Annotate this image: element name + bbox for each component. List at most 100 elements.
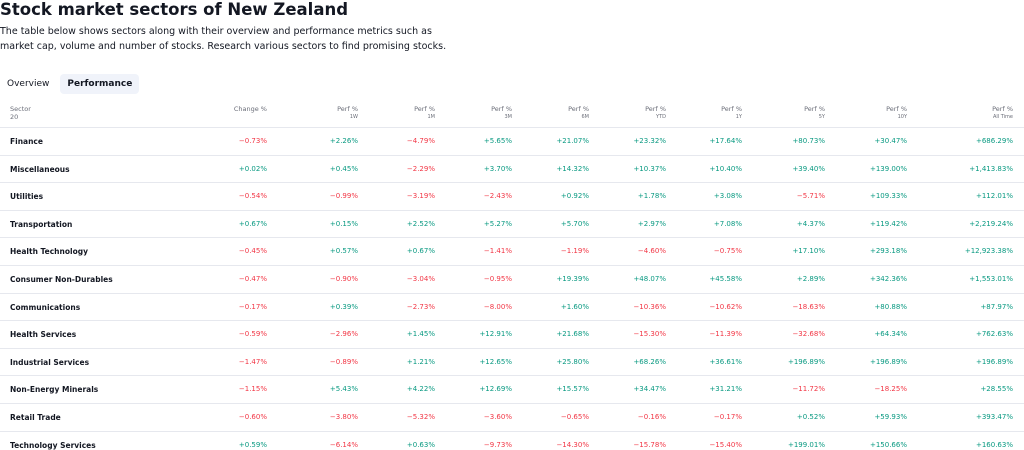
metric-cell: −11.39% <box>709 330 742 339</box>
metric-cell: +1.60% <box>560 302 589 311</box>
metric-cell: +0.52% <box>796 413 825 421</box>
metric-cell: +7.08% <box>713 219 742 228</box>
metric-cell: −4.60% <box>637 247 666 256</box>
metric-cell: +30.47% <box>874 137 907 145</box>
metric-cell: +196.89% <box>975 357 1013 366</box>
row-divider <box>0 127 1024 128</box>
row-divider <box>0 320 1024 322</box>
metric-cell: +686.29% <box>975 137 1013 145</box>
metric-cell: −4.79% <box>406 137 435 145</box>
metric-cell: −1.41% <box>483 247 512 256</box>
row-divider <box>0 182 1024 184</box>
metric-cell: +23.32% <box>633 137 666 145</box>
header-text: Perf % <box>337 105 358 113</box>
row-divider <box>0 265 1024 266</box>
header-text: 3M <box>504 114 513 120</box>
metric-cell: −0.47% <box>238 275 267 283</box>
column-header[interactable]: Perf % 3M <box>491 105 512 121</box>
sector-name[interactable]: Utilities <box>10 192 44 202</box>
metric-cell: +1.45% <box>406 330 435 339</box>
metric-cell: −5.32% <box>406 413 435 421</box>
metric-cell: +45.58% <box>709 275 742 283</box>
metric-cell: −0.89% <box>329 357 358 366</box>
metric-cell: +5.43% <box>329 385 358 394</box>
column-header[interactable]: Perf % 1W <box>337 105 358 121</box>
column-header[interactable]: Perf % 1Y <box>721 105 742 121</box>
metric-cell: +10.40% <box>709 164 742 173</box>
metric-cell: −0.59% <box>238 330 267 339</box>
metric-cell: +14.32% <box>556 164 589 173</box>
metric-cell: −10.36% <box>633 302 666 311</box>
metric-cell: +21.07% <box>556 137 589 145</box>
metric-cell: −18.63% <box>792 302 825 311</box>
row-divider <box>0 430 1024 432</box>
column-header[interactable]: Perf % 1M <box>414 105 435 121</box>
metric-cell: +109.33% <box>869 192 907 201</box>
metric-cell: +0.67% <box>238 219 267 228</box>
metric-cell: +19.39% <box>556 275 589 283</box>
metric-cell: +17.64% <box>709 137 742 145</box>
metric-cell: +393.47% <box>975 413 1013 421</box>
header-text: YTD <box>656 114 666 120</box>
column-header[interactable]: Perf % 5Y <box>804 105 825 121</box>
sector-name[interactable]: Communications <box>10 302 81 312</box>
header-text: Perf % <box>414 105 435 113</box>
sector-name[interactable]: Finance <box>10 137 43 146</box>
metric-cell: +112.01% <box>975 192 1013 201</box>
metric-cell: +28.55% <box>980 385 1013 394</box>
column-header[interactable]: Perf % 10Y <box>886 105 907 121</box>
metric-cell: +12,923.38% <box>964 247 1013 256</box>
metric-cell: +762.63% <box>975 330 1013 339</box>
sector-name[interactable]: Health Technology <box>10 247 88 257</box>
metric-cell: +68.26% <box>633 357 666 366</box>
metric-cell: +4.22% <box>406 385 435 394</box>
metric-cell: −15.78% <box>633 440 666 449</box>
metric-cell: +0.39% <box>329 302 358 311</box>
column-header[interactable]: Perf % All Time <box>992 105 1013 121</box>
header-text: Perf % <box>804 105 825 113</box>
sector-name[interactable]: Miscellaneous <box>10 164 70 174</box>
sector-name[interactable]: Retail Trade <box>10 413 61 422</box>
sector-name[interactable]: Health Services <box>10 330 77 340</box>
tab[interactable]: Overview <box>7 79 50 89</box>
metric-cell: +0.02% <box>238 164 267 173</box>
sector-name[interactable]: Transportation <box>10 219 73 229</box>
metric-cell: +0.57% <box>329 247 358 256</box>
metric-cell: −5.71% <box>796 192 825 201</box>
column-header[interactable]: Perf % YTD <box>645 105 666 121</box>
metric-cell: +160.63% <box>975 440 1013 449</box>
metric-cell: −0.16% <box>637 413 666 421</box>
metric-cell: +196.89% <box>869 357 907 366</box>
metric-cell: −3.19% <box>406 192 435 201</box>
metric-cell: −0.95% <box>483 275 512 283</box>
metric-cell: +87.97% <box>980 302 1013 311</box>
column-header[interactable]: Sector 20 <box>10 105 31 121</box>
metric-cell: +21.68% <box>556 330 589 339</box>
sector-name[interactable]: Non-Energy Minerals <box>10 385 99 395</box>
sector-name[interactable]: Consumer Non-Durables <box>10 275 113 284</box>
sector-name[interactable]: Technology Services <box>10 440 96 450</box>
metric-cell: +80.88% <box>874 302 907 311</box>
metric-cell: +3.08% <box>713 192 742 201</box>
tabs: Overview Performance <box>0 74 140 94</box>
metric-cell: +12.91% <box>479 330 512 339</box>
metric-cell: +3.70% <box>483 164 512 173</box>
metric-cell: −11.72% <box>792 385 825 394</box>
metric-cell: −32.68% <box>792 330 825 339</box>
header-text: 20 <box>10 113 19 121</box>
metric-cell: −3.80% <box>329 413 358 421</box>
metric-cell: +4.37% <box>796 219 825 228</box>
sector-name[interactable]: Industrial Services <box>10 357 90 367</box>
header-text: Perf % <box>645 105 666 113</box>
metric-cell: +12.65% <box>479 357 512 366</box>
metric-cell: +80.73% <box>792 137 825 145</box>
metric-cell: +1,413.83% <box>969 164 1013 173</box>
column-header[interactable]: Change % <box>234 105 267 113</box>
column-header[interactable]: Perf % 6M <box>568 105 589 121</box>
row-divider <box>0 375 1024 377</box>
metric-cell: −0.60% <box>238 413 267 421</box>
tab[interactable]: Performance <box>60 74 140 94</box>
row-divider <box>0 154 1024 156</box>
metric-cell: −2.73% <box>406 302 435 311</box>
